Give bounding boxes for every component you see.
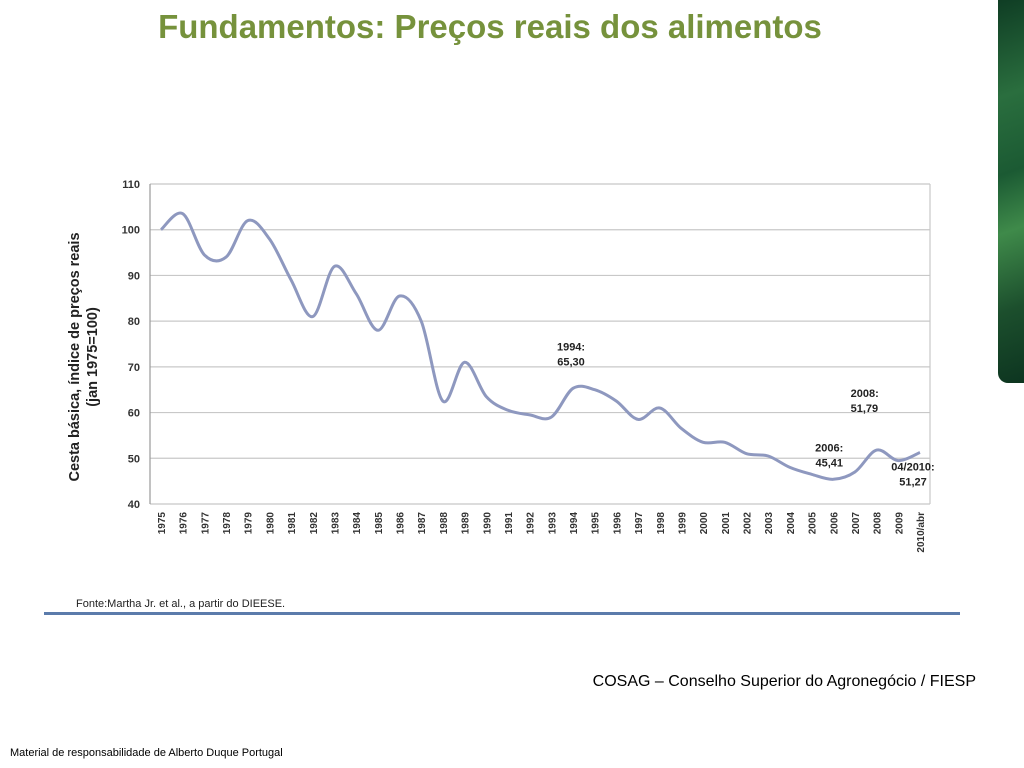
x-tick-label: 1984: [352, 512, 363, 535]
x-tick-label: 2008: [873, 512, 884, 535]
annotation-label: 65,30: [557, 356, 585, 368]
y-tick-label: 110: [122, 179, 140, 191]
chart-series: [159, 211, 921, 481]
x-tick-label: 1996: [612, 512, 623, 535]
annotation-label: 51,79: [851, 403, 879, 415]
annotation-label: 45,41: [815, 457, 843, 469]
x-tick-label: 2002: [743, 512, 754, 535]
x-tick-label: 1991: [504, 512, 515, 535]
x-tick-label: 2006: [829, 512, 840, 535]
y-axis-label: Cesta básica, índice de preços reais (jan…: [67, 232, 101, 481]
x-tick-label: 2000: [699, 512, 710, 535]
annotation-label: 04/2010:: [891, 461, 934, 473]
x-tick-label: 1982: [309, 512, 320, 535]
x-tick-label: 1990: [482, 512, 493, 535]
annotation-label: 2008:: [851, 388, 879, 400]
x-tick-label: 1988: [439, 512, 450, 535]
x-tick-label: 1979: [244, 512, 255, 535]
corner-decoration: [998, 0, 1024, 383]
x-tick-label: 1985: [374, 512, 385, 535]
bottom-rule: [44, 612, 960, 615]
chart-gridlines: [149, 183, 931, 505]
x-tick-label: 2010/abr: [916, 512, 927, 553]
x-tick-label: 2007: [851, 512, 862, 535]
y-tick-label: 50: [128, 453, 140, 465]
y-tick-label: 100: [122, 225, 140, 237]
slide-title: Fundamentos: Preços reais dos alimentos: [158, 8, 822, 45]
x-tick-label: 1998: [656, 512, 667, 535]
y-tick-label: 70: [128, 362, 140, 374]
x-tick-label: 1986: [396, 512, 407, 535]
x-tick-label: 1994: [569, 512, 580, 535]
x-tick-label: 1981: [287, 512, 298, 535]
x-tick-label: 1999: [677, 512, 688, 535]
y-tick-label: 80: [128, 316, 140, 328]
footer-note: Material de responsabilidade de Alberto …: [10, 747, 283, 759]
annotation-label: 1994:: [557, 341, 585, 353]
x-tick-label: 1983: [330, 512, 341, 535]
y-tick-label: 90: [128, 270, 140, 282]
annotation-label: 2006:: [815, 442, 843, 454]
x-tick-label: 1977: [200, 512, 211, 535]
y-axis-label-line: (jan 1975=100): [85, 307, 101, 407]
x-tick-label: 1976: [179, 512, 190, 535]
chart-source: Fonte:Martha Jr. et al., a partir do DIE…: [76, 598, 285, 610]
y-tick-labels: 40 50 60 70 80 90 100 110: [122, 179, 140, 511]
x-tick-label: 1997: [634, 512, 645, 535]
x-tick-label: 2001: [721, 512, 732, 535]
annotation-label: 51,27: [899, 476, 927, 488]
x-tick-labels: 1975 1976 1977 1978 1979 1980 1981 1982 1983 1984…: [157, 512, 927, 553]
x-tick-label: 2005: [808, 512, 819, 535]
x-tick-label: 2009: [894, 512, 905, 535]
y-tick-label: 60: [128, 408, 140, 420]
x-tick-label: 1993: [547, 512, 558, 535]
x-tick-label: 1992: [526, 512, 537, 535]
y-tick-label: 40: [128, 499, 140, 511]
series-line: [159, 211, 921, 481]
x-tick-label: 1995: [591, 512, 602, 535]
organization-caption: COSAG – Conselho Superior do Agronegócio…: [592, 673, 976, 690]
x-tick-label: 2004: [786, 512, 797, 535]
x-tick-label: 1980: [265, 512, 276, 535]
chart-annotations: 1994: 65,30 2006: 45,41 2008: 51,79 04/2010: 51…: [557, 341, 935, 488]
x-tick-label: 1987: [417, 512, 428, 535]
x-tick-label: 1978: [222, 512, 233, 535]
y-axis-label-line: Cesta básica, índice de preços reais: [67, 232, 83, 481]
x-tick-label: 1989: [461, 512, 472, 535]
x-tick-label: 2003: [764, 512, 775, 535]
x-tick-label: 1975: [157, 512, 168, 535]
